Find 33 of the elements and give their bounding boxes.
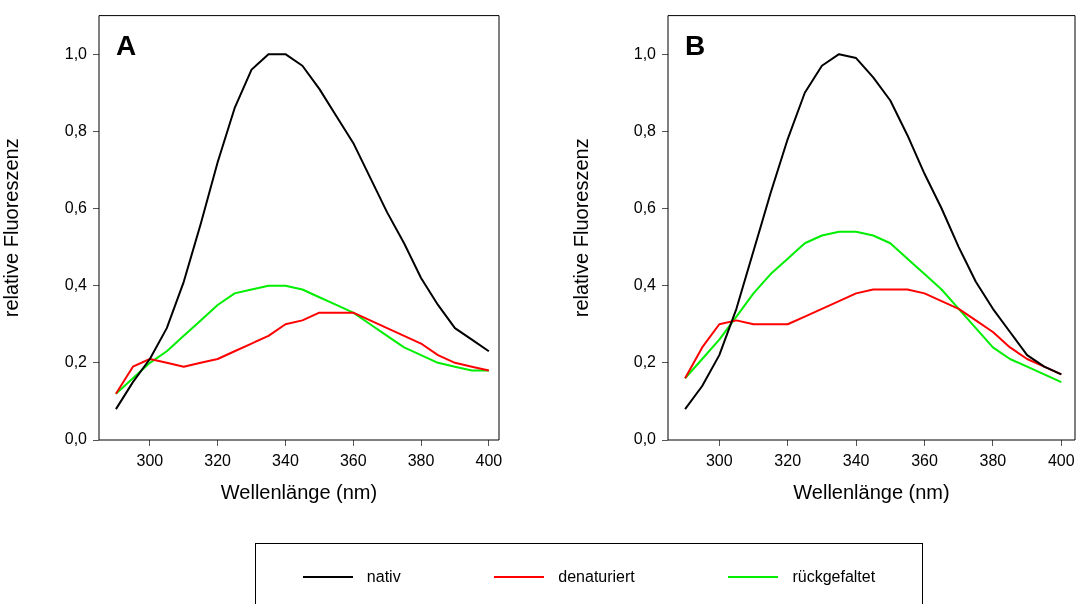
x-tick-label: 340 bbox=[842, 452, 870, 470]
x-tick-label: 320 bbox=[774, 452, 802, 470]
x-tick-label: 360 bbox=[339, 452, 367, 470]
x-tick-label: 400 bbox=[475, 452, 503, 470]
x-tick-label: 340 bbox=[272, 452, 299, 470]
y-tick-label: 0,4 bbox=[64, 276, 88, 294]
y-tick-label: 0,4 bbox=[633, 276, 657, 294]
y-tick-label: 0,6 bbox=[633, 198, 657, 216]
x-tick-label: 400 bbox=[1047, 452, 1075, 470]
x-tick-label: 380 bbox=[407, 452, 435, 470]
x-axis-title: Wellenlänge (nm) bbox=[220, 480, 378, 503]
x-tick-label: 360 bbox=[911, 452, 938, 470]
legend-label: rückgefaltet bbox=[792, 568, 876, 586]
y-tick-label: 0,2 bbox=[64, 353, 88, 371]
y-tick-label: 0,2 bbox=[633, 353, 657, 371]
x-tick-label: 380 bbox=[979, 452, 1007, 470]
text: A bbox=[116, 30, 137, 62]
y-axis-title: relative Fluoreszenz bbox=[0, 138, 22, 318]
legend-label: denaturiert bbox=[558, 568, 635, 586]
text: B bbox=[685, 30, 706, 62]
legend-label: nativ bbox=[366, 568, 401, 586]
y-tick-label: 0,0 bbox=[633, 430, 657, 448]
y-tick-label: 0,8 bbox=[633, 121, 657, 139]
x-tick-label: 300 bbox=[705, 452, 733, 470]
y-tick-label: 1,0 bbox=[64, 44, 88, 62]
x-tick-label: 320 bbox=[204, 452, 232, 470]
x-axis-title: Wellenlänge (nm) bbox=[793, 480, 950, 503]
y-tick-label: 0,8 bbox=[64, 121, 88, 139]
y-axis-title: relative Fluoreszenz bbox=[569, 138, 592, 318]
x-tick-label: 300 bbox=[136, 452, 164, 470]
y-tick-label: 0,0 bbox=[64, 430, 88, 448]
y-tick-label: 1,0 bbox=[633, 44, 657, 62]
y-tick-label: 0,6 bbox=[64, 198, 88, 216]
